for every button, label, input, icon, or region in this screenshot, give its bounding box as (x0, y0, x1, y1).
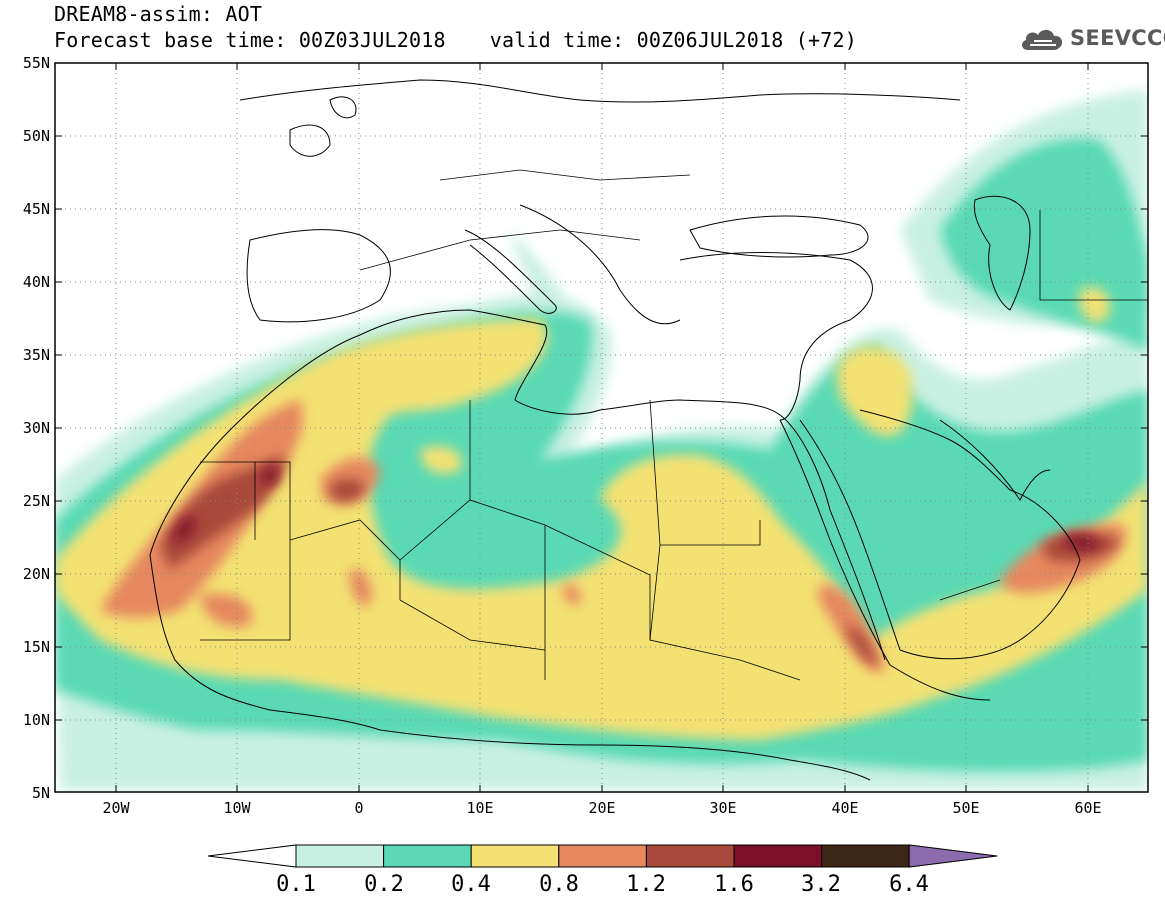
lon-tick-label: 20W (102, 799, 130, 817)
colorbar-label: 0.8 (539, 872, 579, 897)
lon-tick-label: 10W (223, 799, 251, 817)
colorbar-label: 0.1 (276, 872, 316, 897)
aot-contour-0.4 (55, 287, 1148, 740)
lat-tick-label: 10N (23, 711, 50, 729)
lon-axis-labels: 20W 10W 0 10E 20E 30E 40E 50E 60E (102, 799, 1101, 817)
axis-ticks (55, 62, 1148, 793)
colorbar-segment (821, 844, 910, 868)
base-time: Forecast base time: 00Z03JUL2018 (54, 28, 446, 52)
aot-contour-1.6 (172, 466, 1100, 550)
lon-tick-label: 0 (354, 799, 363, 817)
lat-tick-label: 45N (23, 200, 50, 218)
colorbar-segment (470, 844, 560, 868)
colorbar-label: 1.6 (714, 872, 754, 897)
colorbar-label: 1.2 (626, 872, 666, 897)
lon-tick-label: 10E (466, 799, 493, 817)
map-title: DREAM8-assim: AOT (54, 2, 263, 26)
colorbar-segment (558, 844, 647, 868)
lon-tick-label: 50E (952, 799, 979, 817)
colorbar (207, 844, 998, 868)
colorbar-segment (733, 844, 823, 868)
colorbar-segment (383, 844, 472, 868)
colorbar-segment (645, 844, 735, 868)
lat-tick-label: 20N (23, 565, 50, 583)
lat-tick-label: 40N (23, 273, 50, 291)
map-gridlines (55, 63, 1148, 792)
colorbar-segment-min (207, 844, 297, 868)
coastlines (149, 79, 1081, 781)
lon-tick-label: 60E (1074, 799, 1101, 817)
aot-contour-1.2 (160, 455, 1120, 665)
map-subtitle: Forecast base time: 00Z03JUL2018 valid ti… (54, 28, 857, 52)
lat-tick-label: 30N (23, 419, 50, 437)
colorbar-segment (295, 844, 385, 868)
colorbar-segment-max (908, 844, 998, 868)
country-borders (200, 169, 1148, 681)
seevccc-logo: SEEVCCC (1018, 22, 1165, 58)
colorbar-label: 0.4 (451, 872, 491, 897)
lat-tick-label: 5N (32, 784, 50, 802)
lat-tick-label: 50N (23, 127, 50, 145)
valid-time: valid time: 00Z06JUL2018 (+72) (489, 28, 857, 52)
lon-tick-label: 40E (831, 799, 858, 817)
colorbar-label: 3.2 (801, 872, 841, 897)
lat-tick-label: 55N (23, 54, 50, 72)
logo-text: SEEVCCC (1070, 26, 1165, 50)
lon-tick-label: 30E (709, 799, 736, 817)
lon-tick-label: 20E (588, 799, 615, 817)
cloud-icon (1022, 29, 1063, 50)
colorbar-label: 0.2 (364, 872, 404, 897)
lat-axis-labels: 55N 50N 45N 40N 35N 30N 25N 20N 15N 10N … (23, 54, 50, 802)
lat-tick-label: 25N (23, 492, 50, 510)
colorbar-label: 6.4 (889, 872, 929, 897)
lat-tick-label: 35N (23, 346, 50, 364)
lat-tick-label: 15N (23, 638, 50, 656)
